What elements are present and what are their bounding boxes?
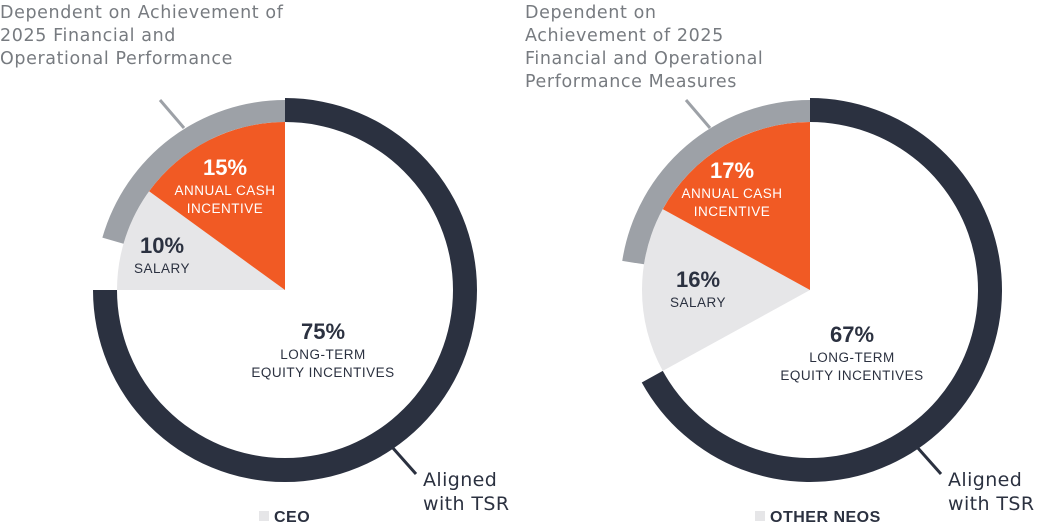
category-label-long-term: LONG-TERM EQUITY INCENTIVES [251, 347, 394, 380]
legend-swatch [259, 511, 269, 521]
callout-aligned-with-tsr: Aligned with TSR [948, 469, 1034, 515]
category-label-salary: SALARY [134, 261, 190, 276]
callout-leader-line [684, 99, 712, 129]
slice-salary [117, 191, 285, 290]
category-label-long-term: LONG-TERM EQUITY INCENTIVES [780, 350, 923, 383]
callout-leader-line [158, 99, 186, 129]
callout-performance-dependent: Dependent on Achievement of 2025 Financial… [525, 3, 763, 92]
callout-performance-dependent: Dependent on Achievement of 2025 Financia… [0, 3, 284, 69]
slice-annual-cash [662, 122, 810, 290]
pct-label-annual-cash: 17% [710, 158, 754, 183]
pct-label-long-term: 67% [830, 322, 874, 347]
legend-swatch [755, 511, 765, 521]
callout-aligned-with-tsr: Aligned with TSR [423, 469, 509, 515]
pct-label-salary: 16% [676, 267, 720, 292]
pie-chart-other-neos: 67% LONG-TERM EQUITY INCENTIVES 16% SALARY 17… [525, 3, 1034, 526]
tsr-leader-line [915, 446, 943, 475]
pie-chart-ceo: 75% LONG-TERM EQUITY INCENTIVES 10% SALARY 15… [0, 3, 509, 526]
slice-annual-cash [149, 122, 285, 290]
category-label-annual-cash: ANNUAL CASH INCENTIVE [681, 186, 782, 219]
tsr-leader-line [390, 446, 418, 475]
slice-long-term-equity [662, 122, 978, 459]
pct-label-salary: 10% [140, 233, 184, 258]
category-label-annual-cash: ANNUAL CASH INCENTIVE [174, 183, 275, 216]
slice-salary [642, 209, 810, 371]
pct-label-annual-cash: 15% [203, 155, 247, 180]
pct-label-long-term: 75% [301, 319, 345, 344]
category-label-salary: SALARY [670, 295, 726, 310]
ring-performance-dependent [102, 99, 285, 244]
ring-performance-dependent [622, 100, 810, 265]
chart-title: CEO [274, 509, 310, 526]
chart-title: OTHER NEOS [770, 509, 881, 526]
